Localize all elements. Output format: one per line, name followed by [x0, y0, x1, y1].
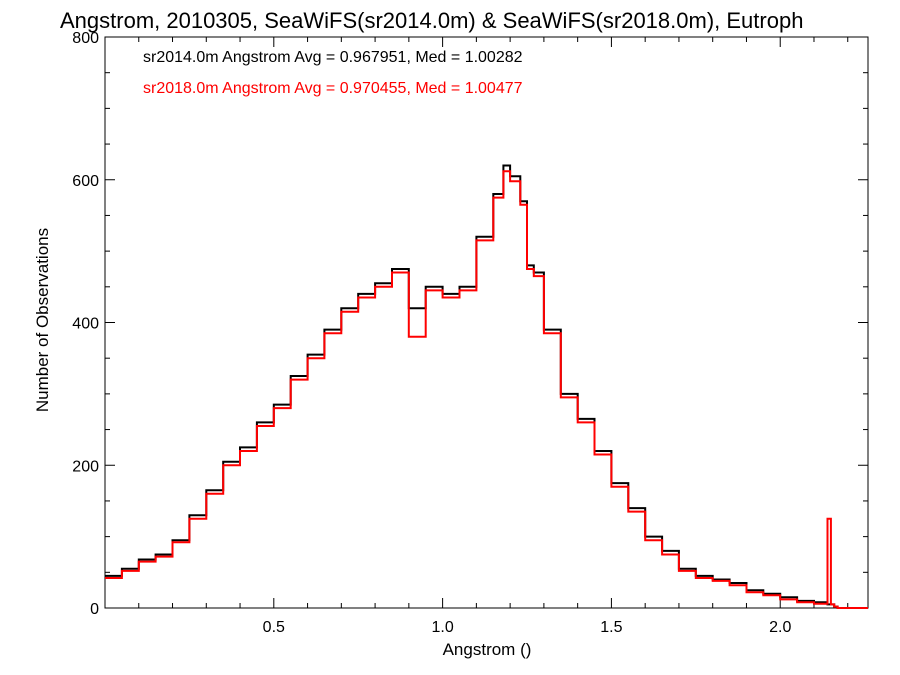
- y-tick-label: 800: [72, 30, 99, 47]
- y-tick-label: 400: [72, 316, 99, 333]
- y-axis-label: Number of Observations: [33, 228, 52, 412]
- series-sr2014.0m: [105, 164, 868, 609]
- plot-frame: [104, 36, 869, 609]
- y-tick-label: 0: [90, 601, 99, 618]
- chart-title: Angstrom, 2010305, SeaWiFS(sr2014.0m) & …: [60, 8, 803, 33]
- series-sr2018.0m: [105, 170, 868, 609]
- x-tick-label: 1.0: [431, 619, 453, 636]
- axis-ticks: 0.5 1.0 1.5 2.0 0 200 400 600 800: [72, 30, 868, 636]
- x-tick-label: 1.5: [600, 619, 622, 636]
- legend-entry-sr2014: sr2014.0m Angstrom Avg = 0.967951, Med =…: [143, 49, 523, 66]
- y-tick-label: 200: [72, 458, 99, 475]
- x-axis-label: Angstrom (): [443, 640, 532, 659]
- x-tick-label: 0.5: [263, 619, 285, 636]
- series-layer: [105, 164, 868, 609]
- legend-entry-sr2018: sr2018.0m Angstrom Avg = 0.970455, Med =…: [143, 80, 523, 97]
- y-tick-label: 600: [72, 173, 99, 190]
- x-tick-label: 2.0: [769, 619, 791, 636]
